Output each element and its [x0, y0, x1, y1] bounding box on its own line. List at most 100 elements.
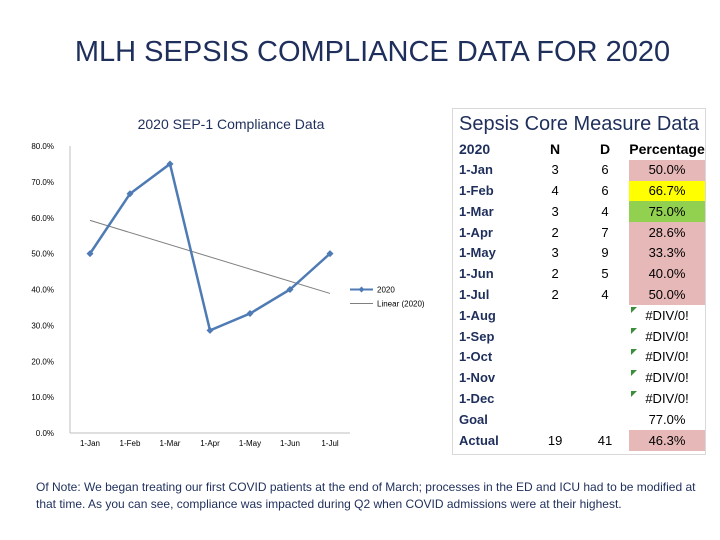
row-month: 1-Dec: [459, 390, 495, 406]
table-row: 1-Nov #DIV/0!: [453, 368, 705, 389]
row-month: 1-Jun: [459, 266, 494, 282]
row-percentage: 77.0%: [648, 411, 686, 427]
series-2020: [86, 160, 334, 334]
data-point: [206, 326, 214, 334]
legend-marker-2020: [358, 286, 365, 293]
y-tick-label: 70.0%: [31, 178, 54, 187]
header-d: D: [599, 141, 611, 158]
chart-title: 2020 SEP-1 Compliance Data: [138, 116, 325, 132]
data-point: [126, 190, 134, 198]
row-n: [529, 409, 581, 430]
trendline-line: [89, 219, 331, 294]
row-n: [529, 305, 581, 326]
table-header-row: 2020 N D Percentage: [453, 139, 705, 160]
row-d: 5: [601, 266, 609, 282]
chart-legend: 2020 Linear (2020): [350, 286, 425, 309]
row-month: Actual: [459, 432, 499, 448]
table-row: 1-Apr 2 7 28.6%: [453, 222, 705, 243]
trendline: [89, 219, 331, 294]
data-point: [326, 250, 334, 258]
x-tick-label: 1-Apr: [200, 439, 220, 448]
row-d: 4: [601, 286, 609, 302]
row-d: [581, 326, 629, 347]
x-tick-label: 1-Feb: [120, 439, 141, 448]
core-measure-grid: 2020 N D Percentage 1-Jan 3 6 50.0% 1-Feb 4 6 6…: [453, 139, 705, 451]
row-d: 7: [601, 224, 609, 240]
table-body: 1-Jan 3 6 50.0% 1-Feb 4 6 66.7% 1-Mar 3 4 75.0% 1-Ap…: [453, 159, 705, 451]
row-n: [529, 389, 581, 410]
legend-label-2020: 2020: [377, 286, 395, 295]
row-percentage: 28.6%: [629, 222, 705, 243]
row-d: [581, 347, 629, 368]
row-percentage: 50.0%: [629, 159, 705, 181]
row-d: [581, 409, 629, 430]
row-n: [529, 347, 581, 368]
row-month: 1-Nov: [459, 370, 496, 386]
x-tick-label: 1-May: [239, 439, 261, 448]
y-tick-label: 20.0%: [31, 357, 54, 366]
table-row: 1-Dec #DIV/0!: [453, 389, 705, 410]
x-tick-label: 1-Mar: [160, 439, 181, 448]
table-row: 1-Sep #DIV/0!: [453, 326, 705, 347]
y-tick-label: 60.0%: [31, 214, 54, 223]
x-tick-label: 1-Jul: [321, 439, 339, 448]
table-row: 1-May 3 9 33.3%: [453, 242, 705, 264]
row-n: [529, 326, 581, 347]
y-tick-label: 10.0%: [31, 393, 54, 402]
x-tick-label: 1-Jan: [80, 439, 100, 448]
y-tick-label: 50.0%: [31, 250, 54, 259]
compliance-line-chart: 2020 SEP-1 Compliance Data 0.0% 10.0% 20.0…: [30, 110, 440, 460]
row-d: [581, 389, 629, 410]
row-month: 1-Jul: [459, 286, 490, 302]
row-n: 19: [547, 432, 563, 448]
row-percentage: 33.3%: [629, 242, 705, 264]
row-d: 41: [597, 432, 613, 448]
row-n: 2: [551, 286, 559, 302]
legend-label-trend: Linear (2020): [377, 300, 425, 309]
row-month: 1-Sep: [459, 328, 495, 344]
row-percentage: 50.0%: [629, 284, 705, 306]
row-n: 4: [551, 182, 559, 198]
header-month: 2020: [459, 141, 491, 158]
note-text: Of Note: We began treating our first COV…: [36, 480, 696, 511]
y-tick-label: 30.0%: [31, 321, 54, 330]
x-tick-label: 1-Jun: [280, 439, 300, 448]
y-tick-labels: 0.0% 10.0% 20.0% 30.0% 40.0% 50.0% 60.0% 70.0% 8…: [31, 142, 54, 438]
row-month: 1-Oct: [459, 349, 493, 365]
row-month: 1-Jan: [459, 162, 493, 178]
row-d: 4: [601, 203, 609, 219]
table-row: 1-Feb 4 6 66.7%: [453, 180, 705, 202]
row-d: 6: [601, 182, 609, 198]
row-month: 1-May: [459, 245, 496, 261]
y-tick-label: 80.0%: [31, 142, 54, 151]
y-tick-label: 40.0%: [31, 286, 54, 295]
row-n: 2: [551, 266, 559, 282]
row-month: Goal: [459, 411, 488, 427]
row-n: [529, 368, 581, 389]
data-point: [246, 310, 254, 318]
row-n: 3: [551, 203, 559, 219]
row-month: 1-Feb: [459, 182, 494, 198]
y-tick-label: 0.0%: [36, 429, 54, 438]
row-percentage: #DIV/0!: [629, 305, 705, 326]
row-percentage: 75.0%: [629, 201, 705, 223]
row-d: [581, 305, 629, 326]
data-point: [286, 286, 294, 293]
table-row: 1-Aug #DIV/0!: [453, 305, 705, 326]
row-percentage: #DIV/0!: [629, 326, 705, 347]
data-point: [166, 160, 174, 168]
row-percentage: 46.3%: [629, 430, 705, 451]
row-n: 3: [551, 245, 559, 261]
row-month: 1-Mar: [459, 203, 494, 219]
row-n: 3: [551, 162, 559, 178]
table-row: 1-Oct #DIV/0!: [453, 347, 705, 368]
table-title: Sepsis Core Measure Data: [459, 113, 700, 135]
header-percentage: Percentage: [629, 141, 705, 158]
table-row: Goal 77.0%: [453, 409, 705, 430]
header-n: N: [550, 141, 561, 158]
table-row: Actual 19 41 46.3%: [453, 430, 705, 451]
row-d: [581, 368, 629, 389]
table-row: 1-Mar 3 4 75.0%: [453, 201, 705, 223]
series-line: [88, 161, 331, 333]
row-d: 6: [601, 162, 609, 178]
